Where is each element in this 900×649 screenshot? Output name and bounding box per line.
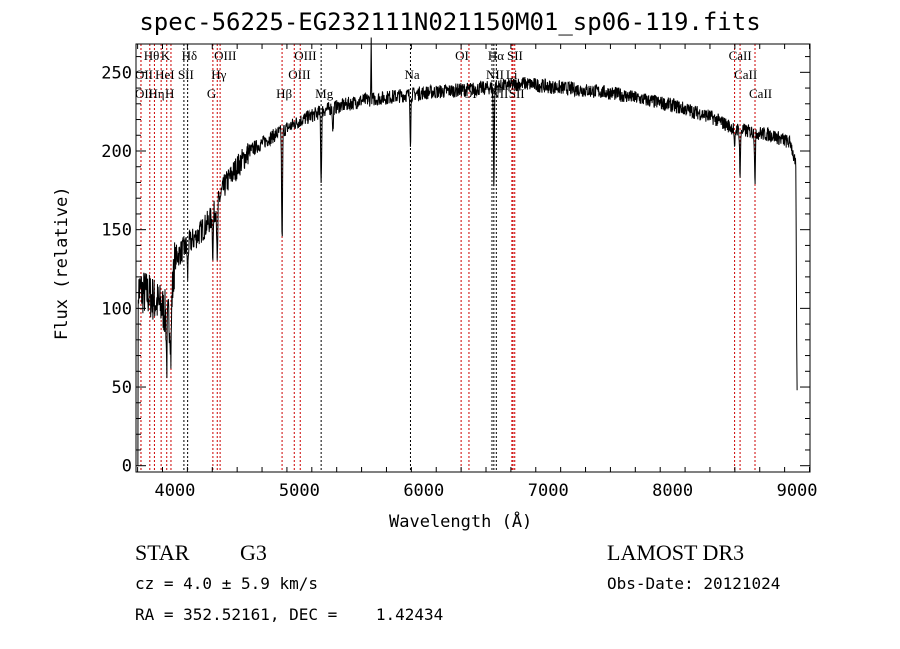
spectral-line-label: K bbox=[161, 48, 171, 63]
x-tick-label: 5000 bbox=[279, 481, 320, 501]
object-class: STAR bbox=[135, 540, 190, 565]
x-tick-label: 9000 bbox=[777, 481, 818, 501]
y-tick-label: 50 bbox=[112, 378, 132, 398]
spectral-line-label: CaII bbox=[749, 86, 772, 101]
spectral-line-label: OIII bbox=[214, 48, 236, 63]
spectral-line-label: Hβ bbox=[276, 86, 292, 101]
obs-date: Obs-Date: 20121024 bbox=[607, 574, 781, 593]
survey-name: LAMOST DR3 bbox=[607, 540, 745, 565]
x-tick-label: 7000 bbox=[528, 481, 569, 501]
spectral-line-label: OI bbox=[463, 86, 477, 101]
spectral-line-label: CaII bbox=[734, 67, 757, 82]
y-tick-label: 0 bbox=[122, 457, 132, 477]
spectral-line-label: NII bbox=[486, 67, 504, 82]
spectral-line-label: Hδ bbox=[182, 48, 198, 63]
spectral-line-label: OIII bbox=[288, 67, 310, 82]
plot-frame bbox=[135, 43, 811, 473]
spectral-line-label: Hη bbox=[148, 86, 164, 101]
spectral-line-label: Li bbox=[506, 67, 518, 82]
spectral-line-label: SII bbox=[507, 48, 523, 63]
spectral-line-label: Hθ bbox=[144, 48, 160, 63]
y-tick-label: 100 bbox=[101, 299, 132, 319]
spectral-line-label: CaII bbox=[729, 48, 752, 63]
spectral-line-label: HeI bbox=[155, 67, 175, 82]
coordinates: RA = 352.52161, DEC = 1.42434 bbox=[135, 605, 444, 624]
spectral-line-label: OII bbox=[135, 67, 153, 82]
spectral-line-label: Hα bbox=[488, 48, 504, 63]
y-tick-label: 200 bbox=[101, 142, 132, 162]
x-tick-label: 4000 bbox=[154, 481, 195, 501]
y-tick-label: 150 bbox=[101, 221, 132, 241]
y-axis-label: Flux (relative) bbox=[52, 186, 72, 340]
chart-title: spec-56225-EG232111N021150M01_sp06-119.f… bbox=[139, 8, 761, 36]
spectral-line-label: OIII bbox=[294, 48, 316, 63]
spectral-line-label: SII bbox=[178, 67, 194, 82]
spectral-line-label: NII bbox=[490, 86, 508, 101]
subclass: G3 bbox=[240, 540, 267, 565]
x-tick-label: 8000 bbox=[652, 481, 693, 501]
redshift-cz: cz = 4.0 ± 5.9 km/s bbox=[135, 574, 319, 593]
spectral-line-label: H bbox=[165, 86, 174, 101]
spectral-line-label: G bbox=[207, 86, 216, 101]
spectral-line-label: Hγ bbox=[211, 67, 226, 82]
x-axis-label: Wavelength (Å) bbox=[389, 512, 533, 532]
spectral-line-label: Mg bbox=[315, 86, 334, 101]
x-tick-label: 6000 bbox=[403, 481, 444, 501]
spectral-line-label: OII bbox=[135, 86, 153, 101]
spectral-line-label: SII bbox=[509, 86, 525, 101]
spectral-line-label: Na bbox=[404, 67, 419, 82]
y-tick-label: 250 bbox=[101, 63, 132, 83]
spectrum-line bbox=[137, 37, 798, 467]
spectral-line-label: OI bbox=[455, 48, 469, 63]
